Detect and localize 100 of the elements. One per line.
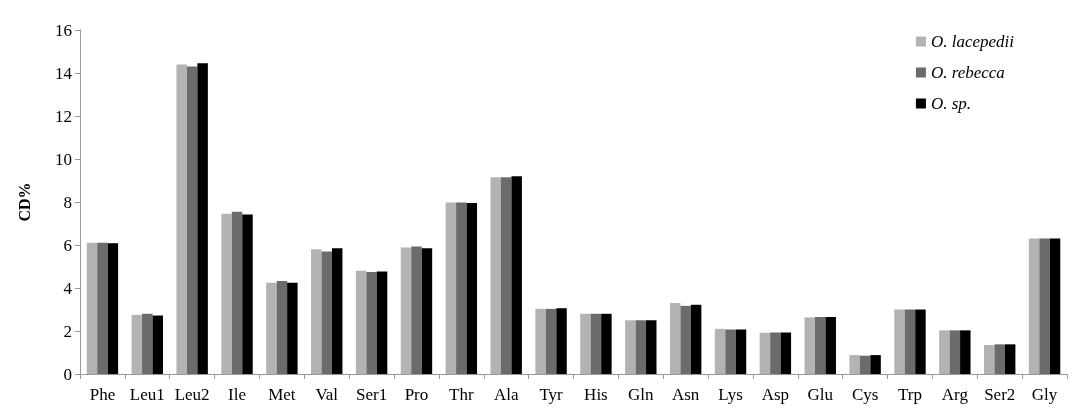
legend-label: O. rebecca	[930, 63, 1005, 82]
bar	[511, 176, 522, 374]
bar	[97, 242, 108, 374]
x-tick-label: His	[584, 385, 608, 404]
bar	[311, 249, 322, 374]
bar	[152, 315, 163, 374]
bar	[355, 270, 367, 374]
bar	[580, 313, 591, 374]
bar	[276, 281, 288, 374]
y-tick-label: 6	[63, 235, 72, 255]
bar	[646, 320, 657, 374]
bar	[825, 317, 836, 374]
y-axis-title: CD%	[15, 182, 33, 222]
bar	[331, 248, 343, 374]
x-tick-label: Ala	[493, 385, 519, 404]
bar	[411, 246, 422, 374]
bar	[490, 177, 501, 374]
bar	[949, 330, 961, 374]
bar	[1049, 238, 1061, 374]
x-tick-label: Lys	[718, 385, 743, 404]
bar	[197, 63, 208, 374]
bar	[849, 355, 860, 374]
bar	[870, 355, 881, 374]
legend-label: O. sp.	[930, 94, 972, 113]
bar	[770, 332, 781, 374]
bar	[635, 320, 647, 374]
x-tick-label: Met	[268, 385, 296, 404]
bar	[266, 282, 277, 374]
bar	[960, 330, 971, 374]
bar	[680, 305, 691, 374]
x-tick-label: Ile	[228, 385, 246, 404]
bar	[815, 317, 826, 374]
y-tick-label: 16	[55, 20, 72, 40]
bar	[321, 251, 332, 374]
bar	[176, 64, 187, 374]
bar	[107, 243, 119, 374]
bar	[221, 213, 232, 374]
bar	[142, 313, 153, 374]
x-tick-label: Leu2	[174, 385, 210, 404]
y-tick-label: 12	[55, 106, 72, 126]
y-tick-label: 2	[63, 321, 72, 341]
bar	[759, 332, 771, 374]
x-tick-label: Val	[315, 385, 339, 404]
x-tick-label: Gly	[1031, 385, 1058, 404]
x-tick-label: Asn	[671, 385, 700, 404]
x-tick-label: Cys	[851, 385, 879, 404]
bar	[376, 271, 388, 374]
x-tick-label: Phe	[89, 385, 116, 404]
x-tick-label: Trp	[898, 385, 922, 404]
bar	[131, 314, 143, 374]
bar	[1039, 238, 1050, 374]
bar	[556, 308, 567, 374]
legend-label: O. lacepedii	[930, 32, 1015, 51]
bar	[690, 304, 702, 374]
bar	[625, 320, 636, 374]
bar	[466, 203, 478, 374]
bar	[859, 355, 871, 374]
bar	[421, 248, 433, 374]
y-tick-label: 8	[63, 192, 72, 212]
bar	[231, 211, 243, 374]
bar	[984, 344, 995, 374]
bar	[714, 328, 726, 374]
x-tick-label: Tyr	[539, 385, 564, 404]
bar	[590, 313, 602, 374]
x-tick-label: Gln	[628, 385, 655, 404]
bar	[86, 242, 98, 374]
y-tick-label: 4	[63, 278, 73, 298]
bar	[545, 308, 557, 374]
x-tick-label: Glu	[807, 385, 834, 404]
bar	[287, 282, 298, 374]
y-tick-label: 10	[55, 149, 72, 169]
bar	[366, 271, 377, 374]
bar	[445, 202, 457, 374]
x-tick-label: Thr	[449, 385, 474, 404]
bar	[500, 177, 512, 374]
y-tick-label: 14	[55, 63, 73, 83]
bar	[780, 332, 792, 374]
y-tick-label: 0	[63, 364, 72, 384]
bar	[456, 202, 467, 374]
bar	[400, 247, 412, 374]
bar	[735, 329, 747, 374]
x-tick-label: Arg	[941, 385, 969, 404]
bar	[894, 309, 905, 374]
bar	[904, 309, 916, 374]
x-tick-label: Leu1	[129, 385, 165, 404]
x-tick-label: Ser2	[984, 385, 1016, 404]
x-tick-label: Asp	[761, 385, 790, 404]
bar	[725, 329, 736, 374]
x-tick-label: Pro	[404, 385, 429, 404]
bar	[186, 66, 198, 374]
x-tick-label: Ser1	[356, 385, 388, 404]
bar	[669, 303, 681, 374]
bar	[994, 344, 1005, 374]
bar	[939, 330, 950, 374]
bar	[601, 313, 612, 374]
bar	[1028, 238, 1040, 374]
bar	[1004, 344, 1016, 374]
bar	[242, 214, 253, 374]
bar	[804, 317, 816, 374]
bar	[535, 308, 546, 374]
